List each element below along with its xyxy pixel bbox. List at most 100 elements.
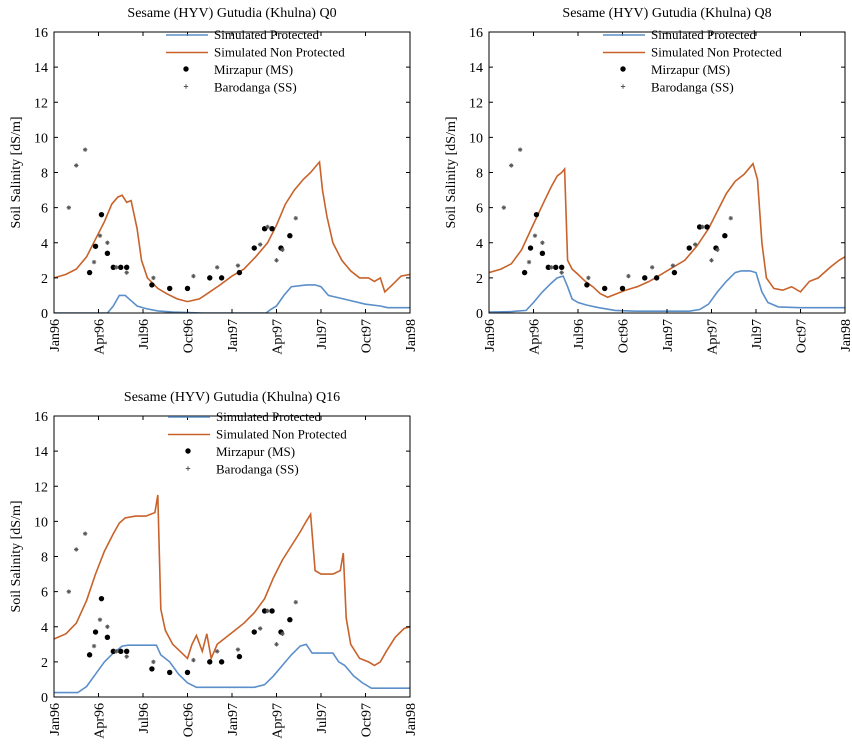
data-point-mirzapur-ms bbox=[98, 211, 105, 218]
data-point-barodanga-ss bbox=[274, 642, 279, 647]
y-axis-label-q0: Soil Salinity [dS/m] bbox=[9, 116, 24, 228]
x-tick-label: Jan98 bbox=[404, 319, 419, 352]
y-tick-label: 12 bbox=[34, 480, 48, 495]
chart-svg-q0: Sesame (HYV) Gutudia (Khulna) Q0 Soil Sal… bbox=[9, 6, 419, 355]
data-point-mirzapur-ms bbox=[123, 264, 130, 271]
series-line-simulated-non-protected bbox=[54, 494, 410, 667]
data-point-mirzapur-ms bbox=[167, 285, 173, 292]
data-point-barodanga-ss bbox=[549, 265, 554, 270]
legend-q0: Simulated Protected Simulated Non Protect… bbox=[166, 27, 345, 95]
x-tick-label: Jan97 bbox=[661, 319, 676, 352]
data-point-mirzapur-ms bbox=[527, 245, 534, 251]
data-point-barodanga-ss bbox=[74, 547, 79, 552]
data-point-barodanga-ss bbox=[82, 531, 88, 536]
legend-label-simulated-non-protected: Simulated Non Protected bbox=[216, 427, 347, 442]
data-point-barodanga-ss bbox=[293, 599, 298, 605]
series-line-simulated-protected bbox=[54, 643, 410, 694]
data-point-mirzapur-ms bbox=[602, 285, 608, 292]
data-point-barodanga-ss bbox=[235, 263, 241, 268]
chart-panel-q0: Sesame (HYV) Gutudia (Khulna) Q0 Soil Sal… bbox=[0, 0, 420, 372]
data-point-mirzapur-ms bbox=[287, 233, 293, 239]
y-tick-label: 12 bbox=[469, 96, 483, 111]
data-point-barodanga-ss bbox=[124, 270, 129, 275]
data-point-barodanga-ss bbox=[265, 608, 270, 614]
x-tick-label: Jul97 bbox=[315, 703, 330, 733]
data-point-barodanga-ss bbox=[191, 273, 196, 279]
data-point-mirzapur-ms bbox=[149, 666, 155, 672]
x-tick-label: Oct96 bbox=[182, 703, 197, 737]
data-point-mirzapur-ms bbox=[167, 669, 173, 676]
y-tick-label: 2 bbox=[41, 656, 48, 671]
data-point-barodanga-ss bbox=[649, 265, 655, 270]
data-point-mirzapur-ms bbox=[236, 269, 243, 276]
chart-title-q8: Sesame (HYV) Gutudia (Khulna) Q8 bbox=[562, 6, 771, 21]
y-tick-label: 6 bbox=[41, 202, 48, 217]
data-point-mirzapur-ms bbox=[236, 653, 243, 660]
data-point-barodanga-ss bbox=[105, 624, 110, 629]
legend-q8: Simulated Protected Simulated Non Protect… bbox=[603, 27, 782, 95]
data-point-barodanga-ss bbox=[670, 263, 676, 268]
data-point-barodanga-ss bbox=[700, 224, 705, 230]
y-tick-label: 0 bbox=[41, 307, 48, 322]
data-point-mirzapur-ms bbox=[149, 282, 155, 288]
x-tick-label: Jan96 bbox=[48, 319, 63, 352]
x-tick-label: Jul96 bbox=[137, 319, 152, 349]
data-point-barodanga-ss bbox=[97, 233, 103, 238]
x-tick-label: Apr96 bbox=[93, 703, 108, 739]
x-tick-label: Oct96 bbox=[182, 319, 197, 353]
legend-label-simulated-non-protected: Simulated Non Protected bbox=[214, 45, 345, 60]
data-point-barodanga-ss bbox=[265, 224, 270, 230]
y-tick-label: 10 bbox=[34, 131, 48, 146]
y-tick-label: 6 bbox=[41, 586, 48, 601]
y-tick-label: 16 bbox=[34, 410, 48, 425]
data-point-mirzapur-ms bbox=[642, 275, 648, 281]
data-point-barodanga-ss bbox=[626, 273, 631, 279]
chart-panel-q8: Sesame (HYV) Gutudia (Khulna) Q8 Soil Sal… bbox=[435, 0, 852, 372]
data-point-mirzapur-ms bbox=[269, 608, 275, 614]
data-point-barodanga-ss bbox=[293, 215, 298, 221]
data-point-barodanga-ss bbox=[509, 163, 514, 168]
x-tick-label: Jan97 bbox=[226, 319, 241, 352]
y-tick-label: 14 bbox=[34, 61, 48, 76]
x-tick-label: Apr97 bbox=[706, 319, 721, 355]
data-point-mirzapur-ms bbox=[584, 282, 590, 288]
data-point-barodanga-ss bbox=[66, 205, 72, 210]
y-tick-label: 0 bbox=[476, 307, 483, 322]
data-point-barodanga-ss bbox=[532, 233, 538, 238]
data-point-mirzapur-ms bbox=[207, 275, 213, 281]
data-point-barodanga-ss bbox=[74, 163, 79, 168]
legend-swatch-barodanga-ss bbox=[183, 84, 189, 89]
data-point-barodanga-ss bbox=[517, 147, 523, 152]
legend-label-simulated-protected: Simulated Protected bbox=[651, 27, 757, 42]
x-tick-label: Oct97 bbox=[360, 703, 375, 737]
data-point-barodanga-ss bbox=[692, 242, 698, 247]
data-point-barodanga-ss bbox=[257, 242, 263, 247]
data-point-barodanga-ss bbox=[91, 259, 97, 265]
data-point-mirzapur-ms bbox=[184, 669, 191, 676]
legend-label-mirzapur-ms: Mirzapur (MS) bbox=[216, 444, 295, 459]
data-point-mirzapur-ms bbox=[539, 250, 546, 256]
data-point-mirzapur-ms bbox=[653, 275, 660, 281]
x-tick-label: Jan96 bbox=[483, 319, 498, 352]
y-tick-label: 14 bbox=[469, 61, 483, 76]
y-axis-label-q8: Soil Salinity [dS/m] bbox=[444, 116, 459, 228]
y-tick-label: 4 bbox=[476, 237, 483, 252]
legend-label-mirzapur-ms: Mirzapur (MS) bbox=[651, 62, 730, 77]
data-point-mirzapur-ms bbox=[251, 629, 257, 635]
data-point-mirzapur-ms bbox=[118, 264, 124, 271]
x-tick-label: Jan98 bbox=[839, 319, 852, 352]
x-tick-label: Jan96 bbox=[48, 703, 63, 736]
legend-swatch-barodanga-ss bbox=[185, 466, 191, 471]
data-point-mirzapur-ms bbox=[686, 245, 692, 251]
data-point-mirzapur-ms bbox=[218, 275, 225, 281]
data-point-mirzapur-ms bbox=[269, 226, 275, 232]
x-tick-label: Apr96 bbox=[528, 319, 543, 355]
data-point-barodanga-ss bbox=[124, 654, 129, 659]
x-tick-label: Jul96 bbox=[572, 319, 587, 349]
data-point-mirzapur-ms bbox=[86, 652, 93, 658]
x-tick-label: Jan98 bbox=[404, 703, 419, 736]
data-point-barodanga-ss bbox=[280, 247, 285, 252]
x-tick-label: Apr97 bbox=[271, 319, 286, 355]
series-line-simulated-protected bbox=[54, 284, 410, 313]
legend-label-mirzapur-ms: Mirzapur (MS) bbox=[214, 62, 293, 77]
